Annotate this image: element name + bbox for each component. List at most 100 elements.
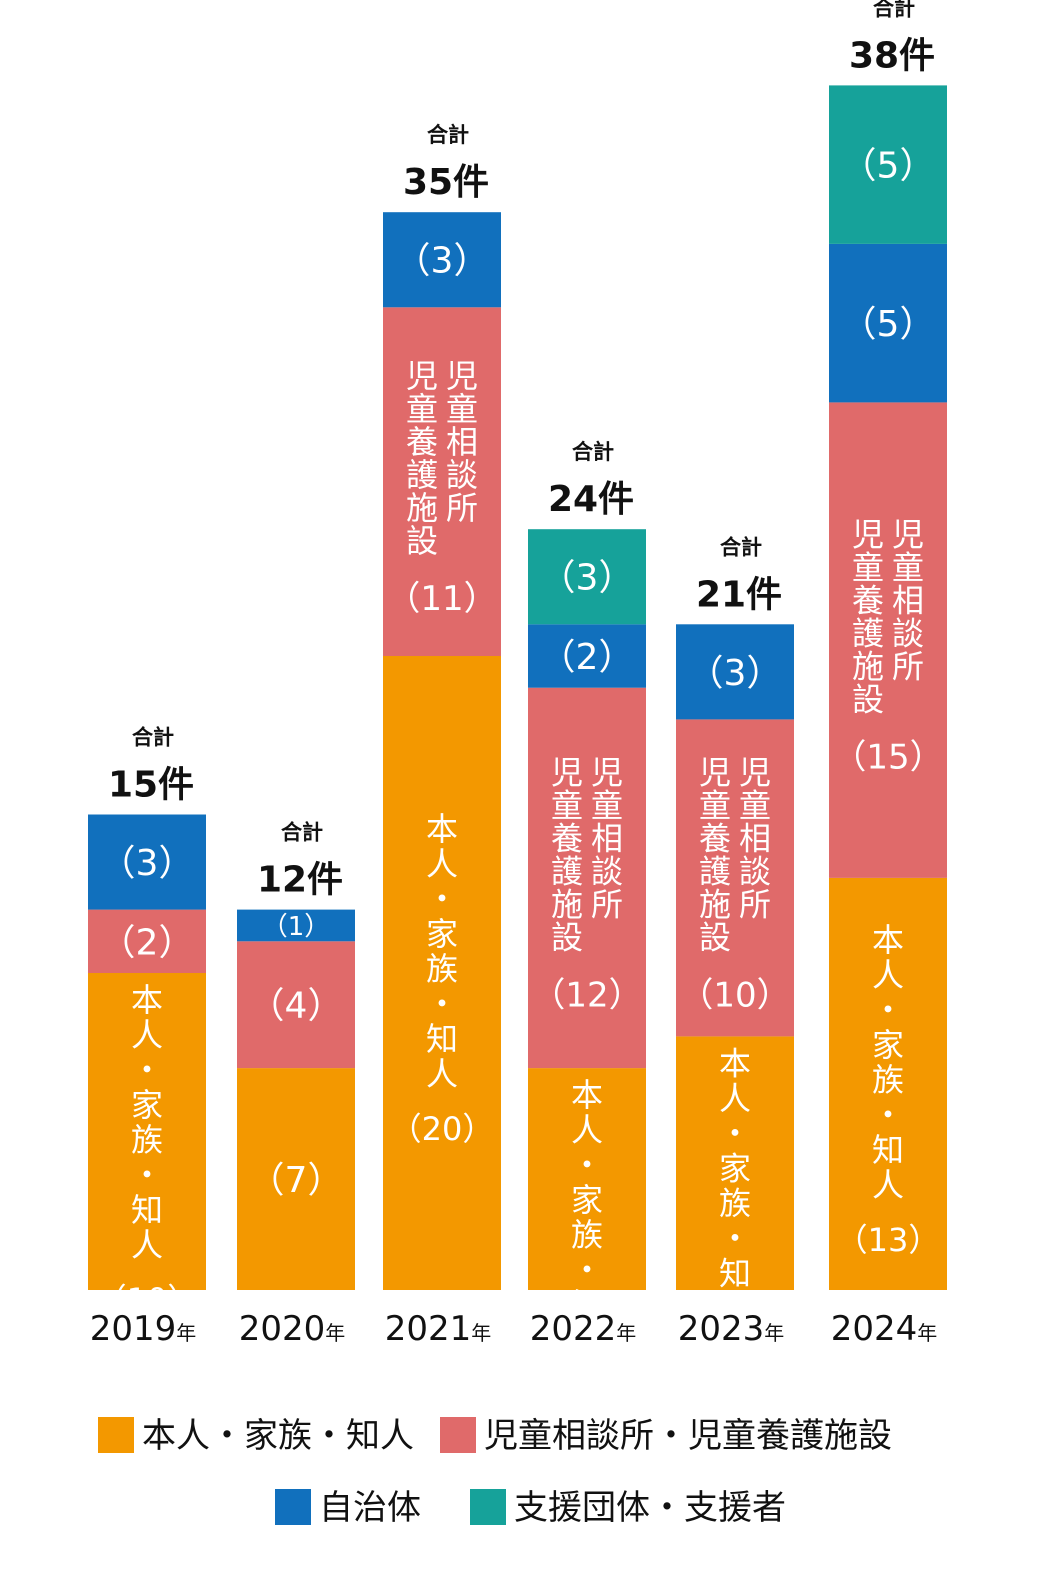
- legend-swatch: [98, 1417, 134, 1453]
- legend-label: 支援団体・支援者: [514, 1488, 786, 1528]
- segment-name-char: 人: [571, 1321, 603, 1359]
- segment-value-label: （11）: [386, 579, 497, 619]
- segment-name-char: 人: [571, 1111, 603, 1149]
- segment-value-label: （3）: [540, 558, 635, 599]
- segment-name-char: ・: [719, 1219, 751, 1257]
- total-prefix-label: 合計: [572, 440, 614, 464]
- segment-name-char: 本: [131, 981, 163, 1019]
- segment-name-char: 相: [446, 423, 478, 461]
- legend-swatch: [275, 1489, 311, 1525]
- x-tick-label: 2019年: [90, 1309, 197, 1349]
- segment-name-char: 養: [699, 819, 731, 857]
- legend-label: 児童相談所・児童養護施設: [484, 1416, 892, 1456]
- x-tick-label: 2024年: [831, 1309, 938, 1349]
- segment-name-char: 所: [591, 885, 623, 923]
- segment-value-label: （2）: [540, 637, 635, 678]
- segment-name-char: 族: [426, 950, 458, 988]
- bar-segment-2024-s3: [829, 85, 947, 244]
- segment-name-char: 族: [571, 1216, 603, 1254]
- segment-name-char: 施: [406, 489, 438, 527]
- segment-name-char: 相: [892, 582, 924, 620]
- legend-label: 自治体: [319, 1488, 421, 1528]
- segment-name-char: 本: [719, 1044, 751, 1082]
- bar-segment-2021-s0: [383, 656, 501, 1290]
- segment-name-char: 本: [571, 1076, 603, 1114]
- segment-name-char: ・: [131, 1156, 163, 1194]
- bar-segment-2023-s1: [676, 719, 794, 1037]
- segment-name-char: 設: [699, 918, 731, 956]
- segment-name-char: 族: [719, 1184, 751, 1222]
- segment-name-char: 族: [872, 1061, 904, 1099]
- legend-swatch: [470, 1489, 506, 1525]
- segment-name-char: ・: [426, 985, 458, 1023]
- segment-name-char: 児: [406, 357, 438, 395]
- segment-name-char: 家: [131, 1086, 163, 1124]
- segment-name-char: 所: [739, 885, 771, 923]
- total-prefix-label: 合計: [720, 535, 762, 559]
- segment-name-char: ・: [571, 1251, 603, 1289]
- bar-segment-2023-s0: [676, 1036, 794, 1290]
- segment-value-label: （10）: [679, 975, 790, 1015]
- segment-name-char: 所: [446, 489, 478, 527]
- segment-name-char: 設: [406, 522, 438, 560]
- segment-value-label: （12）: [531, 975, 642, 1015]
- total-prefix-label: 合計: [281, 821, 323, 845]
- segment-value-label: （2）: [100, 922, 195, 963]
- segment-name-char: ・: [719, 1114, 751, 1152]
- segment-name-char: 児: [446, 357, 478, 395]
- x-tick-label: 2021年: [385, 1309, 492, 1349]
- segment-name-char: 児: [591, 753, 623, 791]
- segment-name-char: 家: [872, 1026, 904, 1064]
- segment-name-char: 童: [852, 549, 884, 587]
- bar-segment-2024-s0: [829, 877, 947, 1290]
- legend-swatch: [440, 1417, 476, 1453]
- total-value-label: 12件: [257, 860, 343, 901]
- legend-label: 本人・家族・知人: [142, 1416, 414, 1456]
- segment-value-label: （7）: [545, 1376, 629, 1414]
- segment-name-char: 談: [591, 852, 623, 890]
- bar-segment-2022-s3: [528, 529, 646, 625]
- segment-name-char: ・: [872, 991, 904, 1029]
- segment-name-char: 護: [699, 852, 731, 890]
- bar-segment-2022-s1: [528, 687, 646, 1069]
- segment-name-char: 設: [551, 918, 583, 956]
- segment-name-char: 本: [872, 921, 904, 959]
- total-value-label: 38件: [849, 35, 935, 76]
- segment-name-char: 童: [551, 786, 583, 824]
- segment-value-label: （3）: [688, 653, 783, 694]
- segment-name-char: 本: [426, 810, 458, 848]
- segment-value-label: （15）: [832, 738, 943, 778]
- segment-name-char: 知: [131, 1191, 163, 1229]
- segment-name-char: 児: [739, 753, 771, 791]
- segment-name-char: 護: [852, 615, 884, 653]
- segment-name-char: 児: [852, 516, 884, 554]
- segment-name-char: 護: [406, 456, 438, 494]
- bar-segment-2021-s1: [383, 307, 501, 656]
- labels-group: 本人・家族・知人（10）（2）（3）合計15件2019年（7）（4）（1）合計1…: [90, 0, 944, 1414]
- segment-name-char: 知: [872, 1131, 904, 1169]
- bar-segment-2022-s0: [528, 1068, 646, 1290]
- bar-segment-2022-s2: [528, 624, 646, 688]
- segment-value-label: （5）: [841, 146, 936, 187]
- segment-name-char: 人: [872, 1166, 904, 1204]
- bars-group: [88, 85, 947, 1290]
- segment-name-char: 人: [426, 845, 458, 883]
- total-prefix-label: 合計: [427, 123, 469, 147]
- total-value-label: 15件: [108, 765, 194, 806]
- bar-segment-2020-s0: [237, 1068, 355, 1290]
- segment-name-char: 児: [892, 516, 924, 554]
- segment-value-label: （4）: [249, 986, 344, 1027]
- segment-name-char: 家: [719, 1149, 751, 1187]
- segment-name-char: 人: [872, 956, 904, 994]
- segment-name-char: 童: [739, 786, 771, 824]
- segment-name-char: 養: [551, 819, 583, 857]
- total-prefix-label: 合計: [132, 726, 174, 750]
- bar-segment-2020-s1: [237, 941, 355, 1069]
- segment-name-char: 知: [571, 1286, 603, 1324]
- bar-segment-2019-s0: [88, 973, 206, 1290]
- segment-value-label: （13）: [836, 1221, 941, 1259]
- segment-name-char: 所: [892, 648, 924, 686]
- segment-name-char: 人: [719, 1289, 751, 1327]
